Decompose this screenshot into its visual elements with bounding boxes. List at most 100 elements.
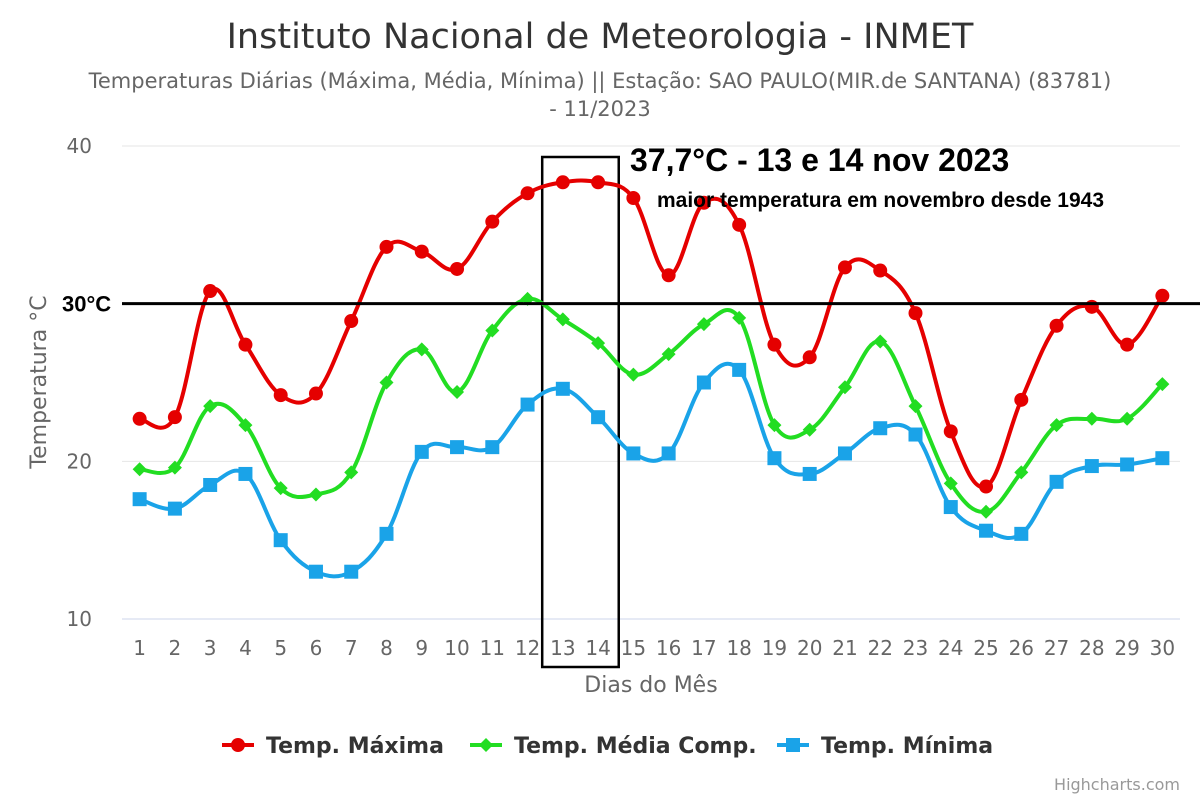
credits-link[interactable]: Highcharts.com (1054, 775, 1180, 794)
mean-point[interactable] (661, 347, 676, 362)
mean-point[interactable] (203, 399, 218, 414)
mean-point[interactable] (273, 481, 288, 496)
mean-point[interactable] (414, 342, 429, 357)
max-point[interactable] (873, 263, 888, 278)
legend-item[interactable]: Temp. Máxima (222, 734, 444, 759)
min-point[interactable] (1014, 526, 1029, 541)
max-point[interactable] (379, 239, 394, 254)
mean-point[interactable] (344, 465, 359, 480)
min-point[interactable] (837, 446, 852, 461)
min-point[interactable] (767, 451, 782, 466)
x-tick-label: 19 (762, 636, 787, 660)
min-point[interactable] (344, 564, 359, 579)
max-point[interactable] (1120, 337, 1135, 352)
min-point[interactable] (238, 466, 253, 481)
min-point[interactable] (203, 477, 218, 492)
legend-marker[interactable] (231, 738, 245, 752)
min-point[interactable] (414, 444, 429, 459)
legend-marker[interactable] (786, 738, 800, 752)
min-point[interactable] (485, 440, 500, 455)
mean-point[interactable] (767, 418, 782, 433)
legend[interactable]: Temp. Máxima Temp. Média Comp. Temp. Mínim… (222, 734, 993, 759)
max-point[interactable] (520, 186, 535, 201)
max-point[interactable] (203, 284, 218, 299)
max-point[interactable] (837, 260, 852, 275)
mean-point[interactable] (626, 367, 641, 382)
max-point[interactable] (802, 350, 817, 365)
mean-point[interactable] (802, 422, 817, 437)
mean-point[interactable] (379, 375, 394, 390)
mean-point[interactable] (979, 504, 994, 519)
chart-subtitle-line-1: Temperaturas Diárias (Máxima, Média, Mín… (88, 69, 1112, 94)
max-point[interactable] (414, 244, 429, 259)
max-point[interactable] (661, 268, 676, 283)
mean-point[interactable] (485, 323, 500, 338)
max-point[interactable] (167, 410, 182, 425)
max-point[interactable] (943, 424, 958, 439)
legend-item[interactable]: Temp. Mínima (777, 734, 993, 759)
mean-point[interactable] (732, 310, 747, 325)
legend-item[interactable]: Temp. Média Comp. (470, 734, 757, 759)
mean-point[interactable] (908, 399, 923, 414)
max-point[interactable] (767, 337, 782, 352)
min-point[interactable] (379, 526, 394, 541)
max-point[interactable] (344, 314, 359, 329)
min-point[interactable] (1155, 451, 1170, 466)
min-point[interactable] (450, 440, 465, 455)
min-point[interactable] (555, 381, 570, 396)
mean-point[interactable] (238, 418, 253, 433)
mean-point[interactable] (1120, 411, 1135, 426)
x-tick-label: 3 (204, 636, 217, 660)
max-point[interactable] (1155, 288, 1170, 303)
max-point[interactable] (1014, 392, 1029, 407)
mean-point[interactable] (132, 462, 147, 477)
max-point[interactable] (132, 411, 147, 426)
min-point[interactable] (167, 501, 182, 516)
min-point[interactable] (943, 500, 958, 515)
mean-point[interactable] (1084, 411, 1099, 426)
mean-point[interactable] (1014, 465, 1029, 480)
mean-point[interactable] (943, 476, 958, 491)
max-point[interactable] (979, 479, 994, 494)
min-point[interactable] (626, 446, 641, 461)
min-point[interactable] (661, 446, 676, 461)
max-point[interactable] (273, 388, 288, 403)
min-point[interactable] (1120, 457, 1135, 472)
max-point[interactable] (1084, 299, 1099, 314)
mean-point[interactable] (837, 380, 852, 395)
mean-point[interactable] (555, 312, 570, 327)
min-point[interactable] (732, 362, 747, 377)
min-point[interactable] (979, 523, 994, 538)
min-point[interactable] (1049, 474, 1064, 489)
max-point[interactable] (450, 261, 465, 276)
max-point[interactable] (238, 337, 253, 352)
min-point[interactable] (908, 427, 923, 442)
legend-marker[interactable] (479, 738, 493, 752)
mean-point[interactable] (873, 334, 888, 349)
max-point[interactable] (732, 217, 747, 232)
mean-point[interactable] (591, 336, 606, 351)
min-point[interactable] (520, 397, 535, 412)
mean-point[interactable] (1049, 418, 1064, 433)
max-point[interactable] (908, 306, 923, 321)
min-point[interactable] (273, 533, 288, 548)
mean-point[interactable] (1155, 377, 1170, 392)
max-point[interactable] (308, 386, 323, 401)
min-point[interactable] (802, 466, 817, 481)
max-point[interactable] (1049, 318, 1064, 333)
min-point[interactable] (1084, 459, 1099, 474)
max-point[interactable] (591, 175, 606, 190)
mean-point[interactable] (450, 384, 465, 399)
mean-point[interactable] (696, 317, 711, 332)
min-point[interactable] (696, 375, 711, 390)
min-point[interactable] (308, 564, 323, 579)
max-point[interactable] (696, 195, 711, 210)
max-point[interactable] (485, 214, 500, 229)
max-point[interactable] (555, 175, 570, 190)
min-point[interactable] (591, 410, 606, 425)
min-point[interactable] (873, 421, 888, 436)
mean-point[interactable] (167, 460, 182, 475)
max-point[interactable] (626, 191, 641, 206)
mean-point[interactable] (308, 487, 323, 502)
min-point[interactable] (132, 492, 147, 507)
